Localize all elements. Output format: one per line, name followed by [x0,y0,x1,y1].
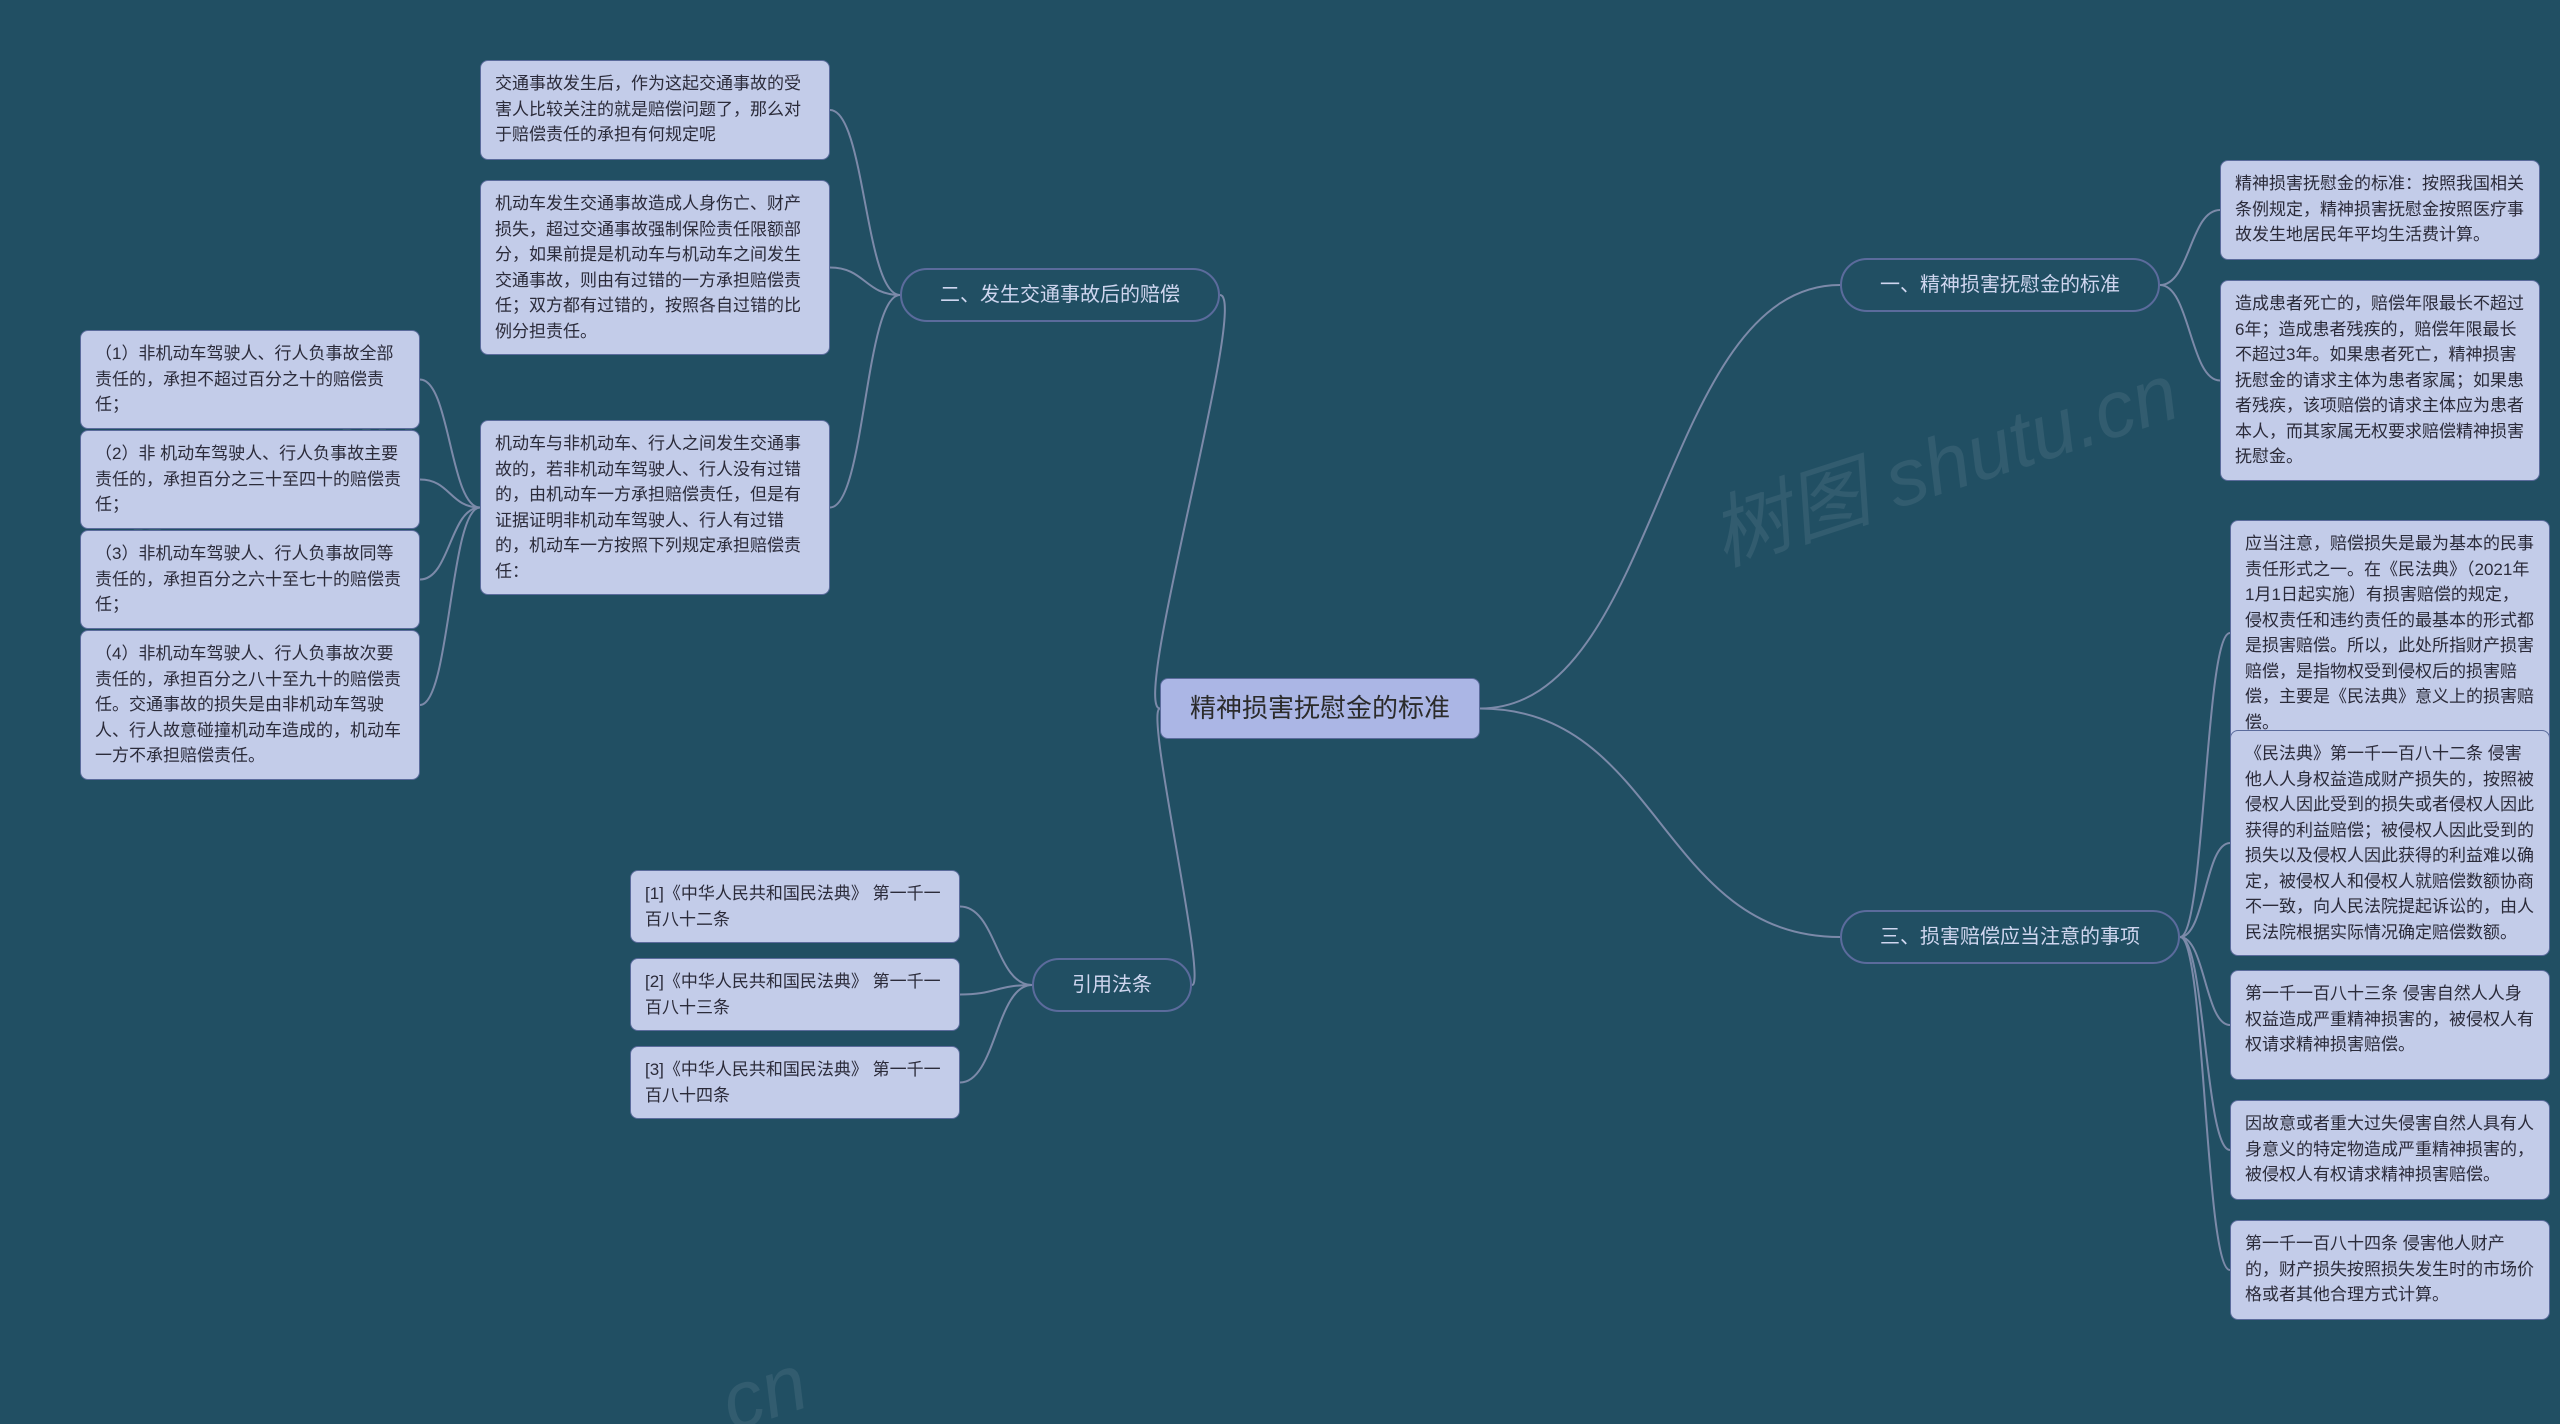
edge [960,985,1032,995]
node-b2_l3_s1[interactable]: （1）非机动车驾驶人、行人负事故全部责任的，承担不超过百分之十的赔偿责任； [80,330,420,429]
node-b3_l5[interactable]: 第一千一百八十四条 侵害他人财产的，财产损失按照损失发生时的市场价格或者其他合理… [2230,1220,2550,1320]
watermark: .cn [688,1336,818,1424]
edge [2180,937,2230,1150]
node-b2_l3_s4[interactable]: （4）非机动车驾驶人、行人负事故次要责任的，承担百分之八十至九十的赔偿责任。交通… [80,630,420,780]
node-b1_l2[interactable]: 造成患者死亡的，赔偿年限最长不超过6年；造成患者残疾的，赔偿年限最长不超过3年。… [2220,280,2540,481]
edge [2180,937,2230,1025]
node-center[interactable]: 精神损害抚慰金的标准 [1160,678,1480,739]
edge [420,380,480,508]
edge [1155,295,1225,709]
node-b3_l2[interactable]: 《民法典》第一千一百八十二条 侵害他人人身权益造成财产损失的，按照被侵权人因此受… [2230,730,2550,956]
node-b2_l1[interactable]: 交通事故发生后，作为这起交通事故的受害人比较关注的就是赔偿问题了，那么对于赔偿责… [480,60,830,160]
edge [830,295,900,508]
mindmap-canvas: 树图 shutu.cnshutu.cn.cn精神损害抚慰金的标准一、精神损害抚慰… [0,0,2560,1424]
node-b2_l3_s3[interactable]: （3）非机动车驾驶人、行人负事故同等责任的，承担百分之六十至七十的赔偿责任； [80,530,420,629]
node-b1[interactable]: 一、精神损害抚慰金的标准 [1840,258,2160,312]
edge [420,480,480,508]
node-b1_l1[interactable]: 精神损害抚慰金的标准：按照我国相关条例规定，精神损害抚慰金按照医疗事故发生地居民… [2220,160,2540,260]
edge [960,907,1032,986]
node-b4_l3[interactable]: [3]《中华人民共和国民法典》 第一千一百八十四条 [630,1046,960,1119]
watermark: 树图 shutu.cn [1694,328,2191,588]
node-b3_l3[interactable]: 第一千一百八十三条 侵害自然人人身权益造成严重精神损害的，被侵权人有权请求精神损… [2230,970,2550,1080]
edge [2160,285,2220,381]
node-b2[interactable]: 二、发生交通事故后的赔偿 [900,268,1220,322]
edge [2180,937,2230,1270]
node-b2_l2[interactable]: 机动车发生交通事故造成人身伤亡、财产损失，超过交通事故强制保险责任限额部分，如果… [480,180,830,355]
edge [960,985,1032,1083]
edge [420,508,480,580]
edge [830,268,900,296]
edge [1480,285,1840,709]
node-b2_l3[interactable]: 机动车与非机动车、行人之间发生交通事故的，若非机动车驾驶人、行人没有过错的，由机… [480,420,830,595]
node-b4_l1[interactable]: [1]《中华人民共和国民法典》 第一千一百八十二条 [630,870,960,943]
edge [1157,709,1194,986]
edge [2180,633,2230,937]
edge [830,110,900,295]
node-b3[interactable]: 三、损害赔偿应当注意的事项 [1840,910,2180,964]
node-b3_l4[interactable]: 因故意或者重大过失侵害自然人具有人身意义的特定物造成严重精神损害的，被侵权人有权… [2230,1100,2550,1200]
node-b4_l2[interactable]: [2]《中华人民共和国民法典》 第一千一百八十三条 [630,958,960,1031]
edge [420,508,480,706]
edge [2160,210,2220,285]
node-b2_l3_s2[interactable]: （2）非 机动车驾驶人、行人负事故主要责任的，承担百分之三十至四十的赔偿责任； [80,430,420,529]
node-b3_l1[interactable]: 应当注意，赔偿损失是最为基本的民事责任形式之一。在《民法典》（2021年1月1日… [2230,520,2550,746]
node-b4[interactable]: 引用法条 [1032,958,1192,1012]
edge [2180,843,2230,937]
edge [1480,709,1840,938]
